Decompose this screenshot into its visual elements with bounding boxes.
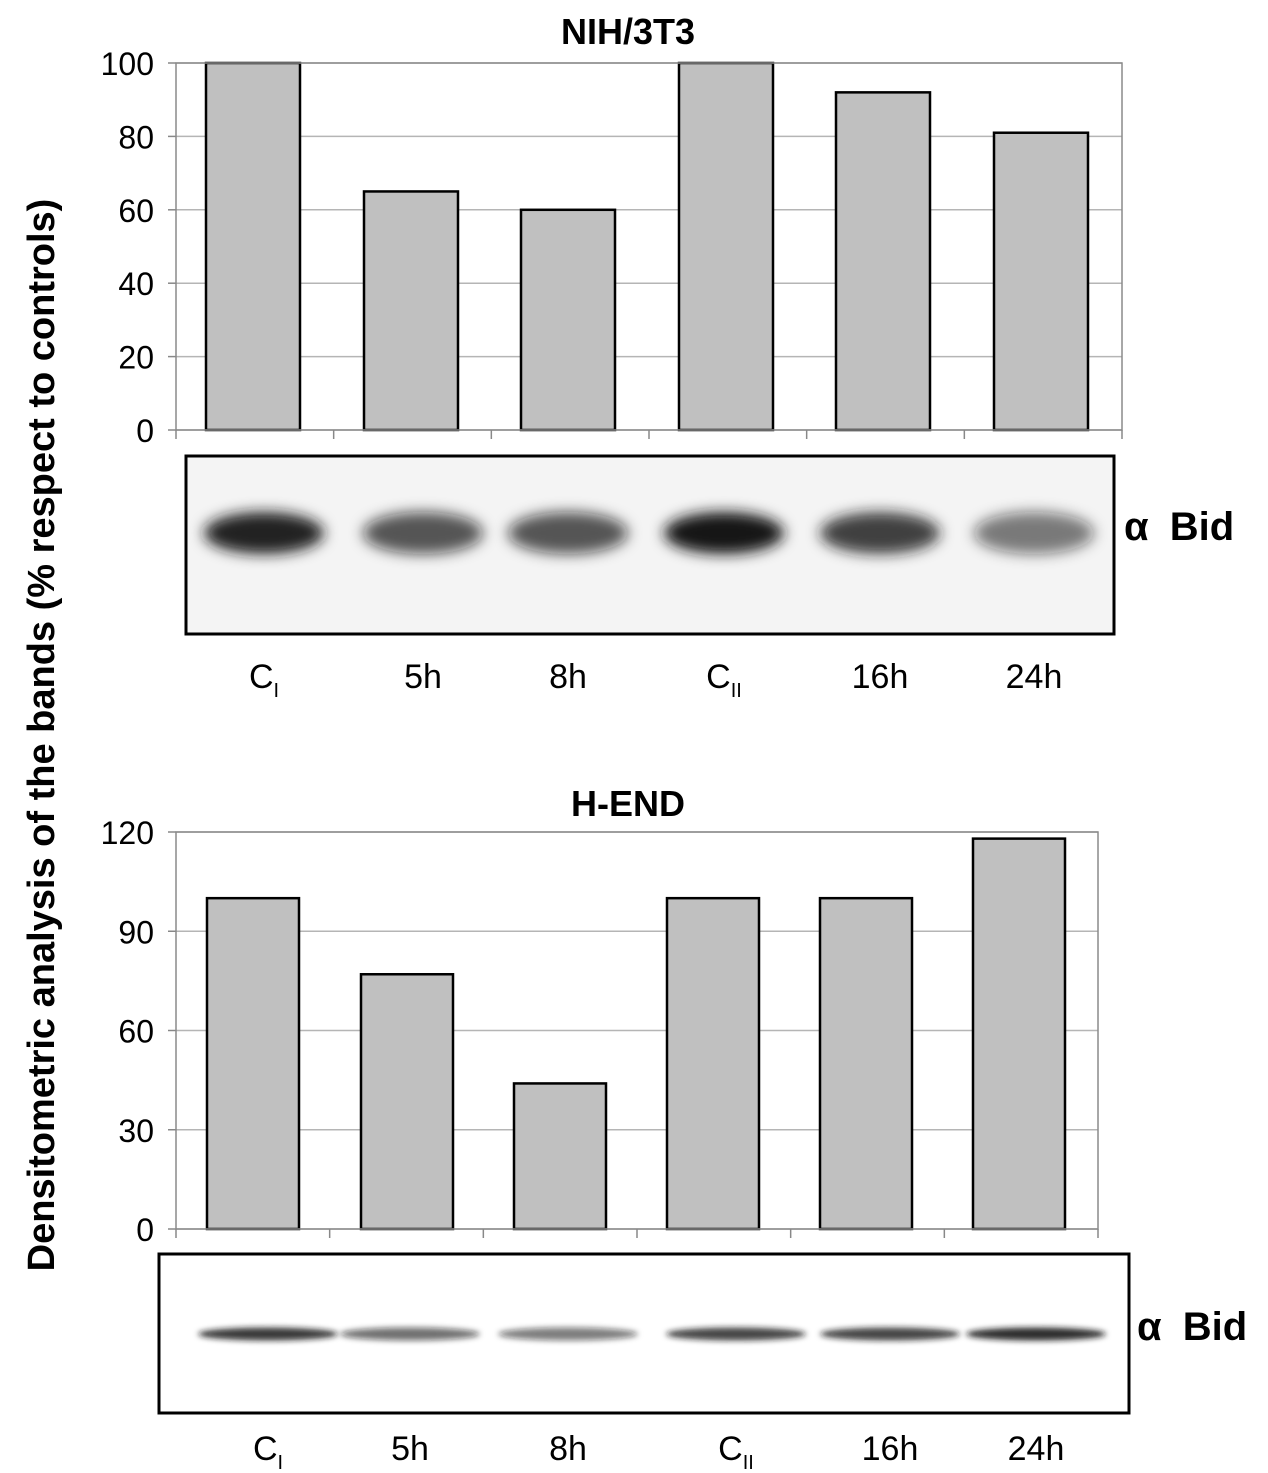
bar-4 <box>818 896 914 1231</box>
bars <box>204 61 1090 432</box>
axes <box>168 62 1123 439</box>
bars <box>205 837 1067 1231</box>
chart-title: H-END <box>571 783 685 824</box>
x-tick-label: 5h <box>404 658 442 696</box>
y-tick-label: 60 <box>118 193 154 229</box>
x-tick-label: CI <box>249 658 279 702</box>
plot-frame <box>175 62 1123 431</box>
blot-label: α Bid <box>1137 1305 1247 1349</box>
y-tick-label: 0 <box>136 413 154 449</box>
bar-0 <box>205 896 301 1231</box>
bar-3 <box>677 61 775 432</box>
bar-2 <box>519 208 617 432</box>
blot-band <box>966 1327 1106 1341</box>
y-axis-label: Densitometric analysis of the bands (% r… <box>21 199 63 1272</box>
alpha-symbol: α <box>1124 505 1149 549</box>
gridlines <box>176 62 1122 431</box>
western-blot <box>184 454 1116 636</box>
x-tick-label: 16h <box>852 658 909 696</box>
chart-nih3t3: NIH/3T3 0 20 40 60 80 100 α Bid CI 5h 8h CII 16h 2… <box>101 11 1235 702</box>
x-tick-label: CII <box>718 1430 754 1473</box>
axes <box>168 831 1099 1238</box>
y-tick-labels: 0 30 60 90 120 <box>101 815 154 1248</box>
gridlines <box>176 831 1098 1230</box>
blot-band <box>363 512 483 554</box>
x-tick-label: 24h <box>1008 1430 1065 1468</box>
blot-band <box>820 1327 960 1341</box>
blot-band <box>198 1327 338 1341</box>
y-tick-label: 60 <box>118 1014 154 1050</box>
blot-band <box>664 512 784 554</box>
bar-5 <box>992 131 1090 432</box>
x-tick-labels: CI 5h 8h CII 16h 24h <box>253 1430 1064 1473</box>
blot-bands <box>198 1327 1106 1341</box>
bar-1 <box>362 190 460 432</box>
blot-band <box>498 1327 638 1341</box>
chart-h-end: H-END 0 30 60 90 120 α Bid CI 5h 8h CII 16h 24h <box>101 783 1248 1473</box>
blot-band <box>204 512 324 554</box>
blot-band <box>508 512 628 554</box>
blot-band <box>340 1327 480 1341</box>
y-tick-label: 80 <box>118 119 154 155</box>
x-tick-labels: CI 5h 8h CII 16h 24h <box>249 658 1062 702</box>
blot-band <box>974 512 1094 554</box>
x-tick-label: 8h <box>549 658 587 696</box>
western-blot <box>157 1252 1131 1415</box>
x-tick-label: 8h <box>549 1430 587 1468</box>
y-tick-label: 0 <box>136 1212 154 1248</box>
y-tick-labels: 0 20 40 60 80 100 <box>101 46 154 449</box>
bar-2 <box>512 1082 608 1231</box>
chart-title: NIH/3T3 <box>561 11 695 52</box>
bar-1 <box>359 973 455 1231</box>
y-tick-label: 20 <box>118 340 154 376</box>
x-tick-label: 16h <box>862 1430 919 1468</box>
bar-5 <box>971 837 1067 1231</box>
x-tick-label: CI <box>253 1430 283 1473</box>
alpha-symbol: α <box>1137 1305 1162 1349</box>
blot-band <box>820 512 940 554</box>
blot-antibody: Bid <box>1183 1305 1247 1349</box>
y-tick-label: 30 <box>118 1113 154 1149</box>
y-tick-label: 120 <box>101 815 154 851</box>
x-tick-label: 5h <box>391 1430 429 1468</box>
bar-4 <box>834 91 932 432</box>
blot-label: α Bid <box>1124 505 1234 549</box>
y-tick-label: 100 <box>101 46 154 82</box>
blot-frame <box>184 454 1116 636</box>
blot-band <box>666 1327 806 1341</box>
y-tick-label: 90 <box>118 914 154 950</box>
bar-0 <box>204 61 302 432</box>
blot-antibody: Bid <box>1170 505 1234 549</box>
x-tick-label: 24h <box>1006 658 1063 696</box>
blot-bands <box>204 512 1094 554</box>
y-tick-label: 40 <box>118 266 154 302</box>
bar-3 <box>665 896 761 1231</box>
x-tick-label: CII <box>706 658 742 702</box>
